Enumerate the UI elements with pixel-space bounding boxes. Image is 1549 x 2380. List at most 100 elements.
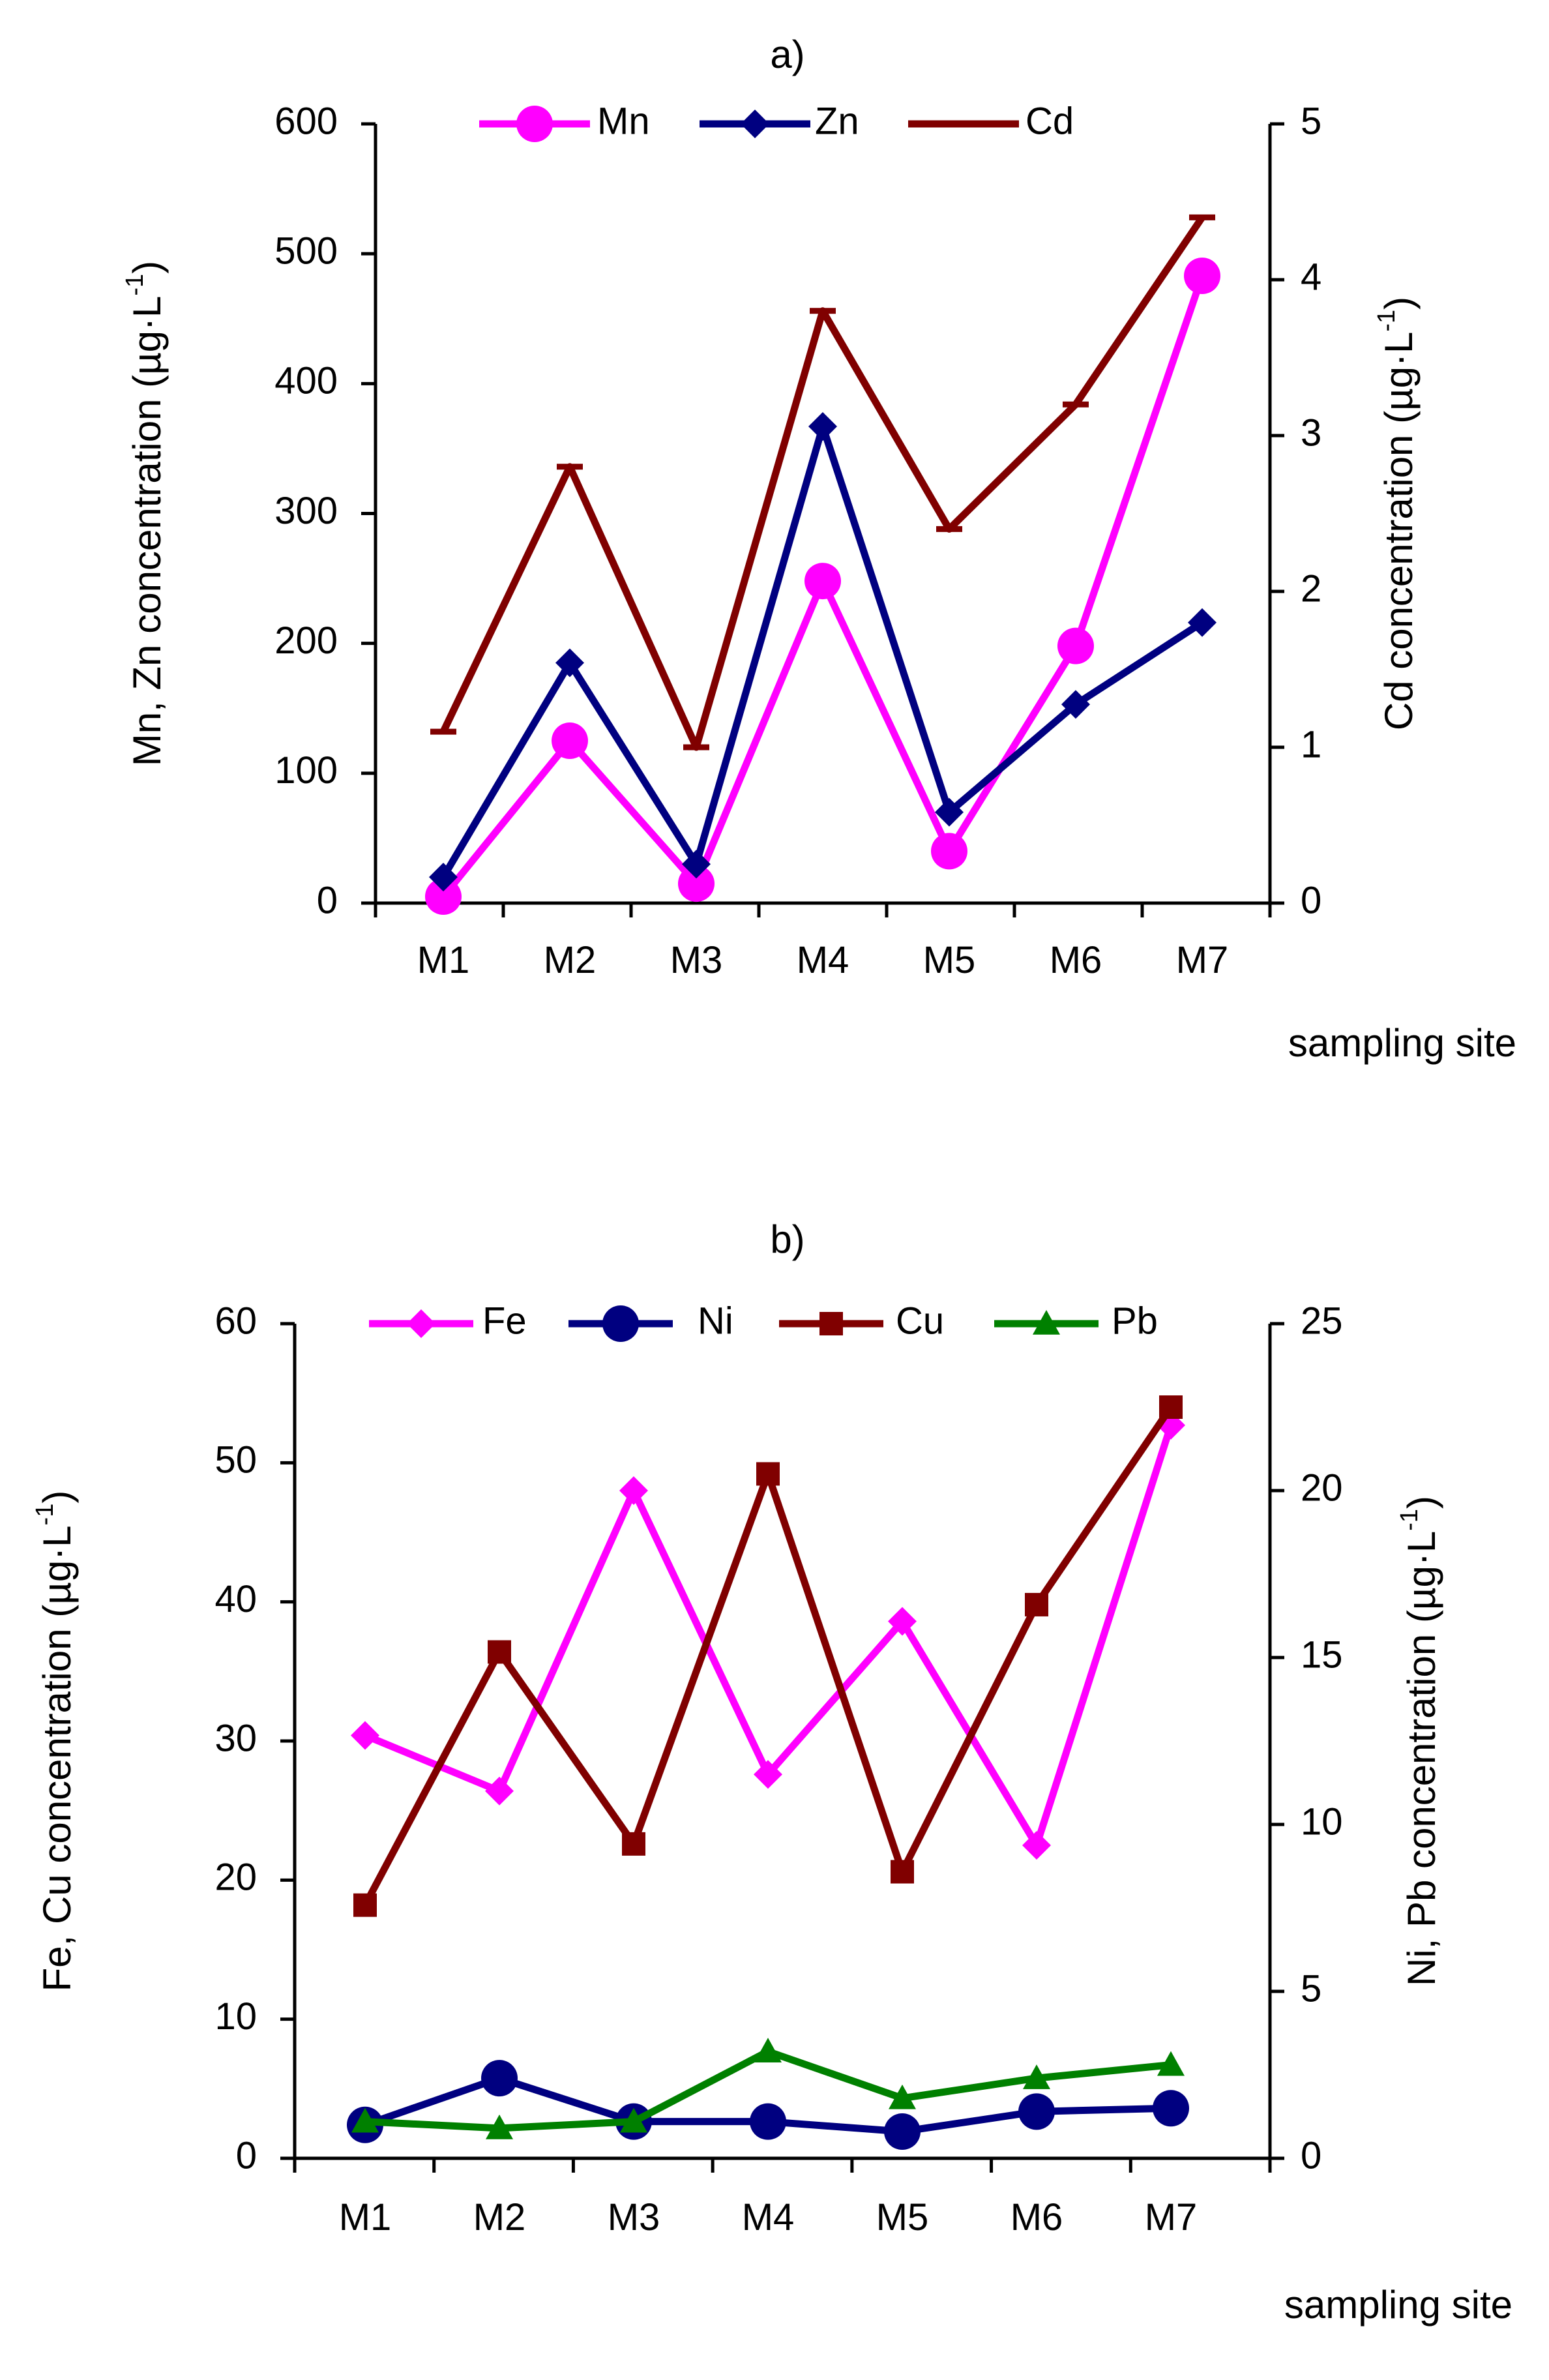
x-axis-title: sampling site	[1288, 1021, 1516, 1065]
x-tick-label: M1	[417, 939, 470, 981]
legend-marker	[516, 106, 553, 142]
legend-marker	[741, 110, 769, 138]
data-point-pb	[1023, 2064, 1050, 2089]
data-point-fe	[351, 1721, 379, 1750]
series-cu	[353, 1395, 1183, 1917]
x-tick-label: M6	[1050, 939, 1102, 981]
data-point-pb	[486, 2114, 513, 2139]
right-tick-label: 4	[1301, 256, 1321, 298]
data-point-zn	[682, 850, 711, 879]
left-axis-title: Fe, Cu concentration (µg·L-1)	[31, 1491, 79, 1992]
x-tick-label: M7	[1176, 939, 1229, 981]
legend-marker	[1033, 1310, 1060, 1335]
data-point-fe	[888, 1607, 917, 1636]
left-tick-label: 10	[214, 1995, 257, 2038]
series-pb	[351, 2038, 1185, 2139]
right-tick-label: 20	[1301, 1466, 1343, 1509]
data-point-zn	[935, 797, 964, 827]
data-point-fe	[754, 1760, 782, 1789]
data-point-mn	[931, 833, 967, 870]
x-tick-label: M1	[339, 2196, 392, 2239]
left-tick-label: 400	[274, 360, 338, 402]
data-point-zn	[1061, 690, 1090, 719]
data-point-cu	[488, 1640, 511, 1664]
left-tick-label: 100	[274, 749, 338, 792]
legend-label: Fe	[482, 1300, 527, 1342]
data-point-pb	[754, 2038, 782, 2062]
legend-label: Cu	[896, 1300, 944, 1342]
right-tick-label: 0	[1301, 2134, 1321, 2177]
left-tick-label: 200	[274, 619, 338, 662]
data-point-mn	[425, 878, 462, 915]
legend-label: Pb	[1112, 1300, 1158, 1342]
legend-marker	[602, 1305, 639, 1342]
x-tick-label: M2	[544, 939, 597, 981]
right-tick-label: 10	[1301, 1800, 1343, 1843]
right-tick-label: 5	[1301, 1967, 1321, 2010]
data-point-ni	[1018, 2093, 1055, 2130]
left-tick-label: 30	[214, 1717, 257, 1759]
legend-item-zn: Zn	[700, 100, 859, 142]
right-tick-label: 2	[1301, 567, 1321, 610]
legend-label: Zn	[815, 100, 859, 142]
data-point-pb	[889, 2084, 916, 2109]
data-point-ni	[750, 2103, 786, 2140]
legend-label: Cd	[1025, 100, 1074, 142]
data-point-mn	[1057, 627, 1094, 664]
left-tick-label: 300	[274, 490, 338, 532]
right-tick-label: 0	[1301, 879, 1321, 921]
left-tick-label: 40	[214, 1578, 257, 1620]
data-point-pb	[620, 2107, 647, 2133]
left-tick-label: 600	[274, 100, 338, 142]
x-tick-label: M3	[608, 2196, 660, 2239]
data-point-zn	[808, 412, 837, 441]
series-cd	[430, 214, 1215, 751]
data-point-mn	[552, 722, 588, 760]
x-tick-label: M7	[1145, 2196, 1198, 2239]
data-point-cu	[353, 1893, 377, 1917]
right-tick-label: 1	[1301, 723, 1321, 766]
x-tick-label: M4	[797, 939, 849, 981]
data-point-ni	[884, 2113, 921, 2150]
data-point-ni	[481, 2060, 518, 2097]
series-mn	[425, 258, 1220, 915]
right-tick-label: 15	[1301, 1633, 1343, 1676]
data-point-ni	[1153, 2090, 1189, 2127]
left-tick-label: 0	[236, 2134, 257, 2177]
right-axis-title: Cd concentration (µg·L-1)	[1373, 297, 1421, 730]
left-tick-label: 0	[317, 879, 338, 921]
data-point-cu	[622, 1832, 645, 1856]
legend-marker	[819, 1312, 843, 1335]
data-point-mn	[804, 563, 841, 600]
data-point-fe	[485, 1776, 514, 1806]
right-tick-label: 3	[1301, 411, 1321, 454]
left-axis-title: Mn, Zn concentration (µg·L-1)	[121, 261, 169, 766]
data-point-zn	[429, 863, 458, 892]
right-tick-label: 5	[1301, 100, 1321, 142]
data-point-cu	[756, 1462, 780, 1486]
left-tick-label: 50	[214, 1439, 257, 1481]
x-axis-title: sampling site	[1284, 2283, 1512, 2327]
legend-item-fe: Fe	[369, 1300, 527, 1342]
right-axis-title: Ni, Pb concentration (µg·L-1)	[1396, 1496, 1443, 1986]
legend-label: Mn	[597, 100, 650, 142]
legend-item-mn: Mn	[479, 100, 650, 142]
legend-label: Ni	[698, 1300, 733, 1342]
series-fe	[351, 1410, 1185, 1860]
data-point-cu	[1159, 1395, 1183, 1419]
data-point-zn	[555, 648, 584, 677]
data-point-mn	[1184, 258, 1220, 295]
panel-label: a)	[770, 33, 804, 76]
data-point-fe	[1022, 1831, 1051, 1860]
legend-item-cu: Cu	[779, 1300, 944, 1342]
data-point-fe	[619, 1476, 648, 1505]
left-tick-label: 60	[214, 1300, 257, 1342]
x-tick-label: M4	[742, 2196, 795, 2239]
x-tick-label: M5	[876, 2196, 929, 2239]
legend-item-pb: Pb	[994, 1300, 1158, 1342]
x-tick-label: M3	[670, 939, 723, 981]
data-point-cu	[891, 1860, 914, 1884]
data-point-cu	[1025, 1592, 1048, 1616]
left-tick-label: 500	[274, 230, 338, 272]
